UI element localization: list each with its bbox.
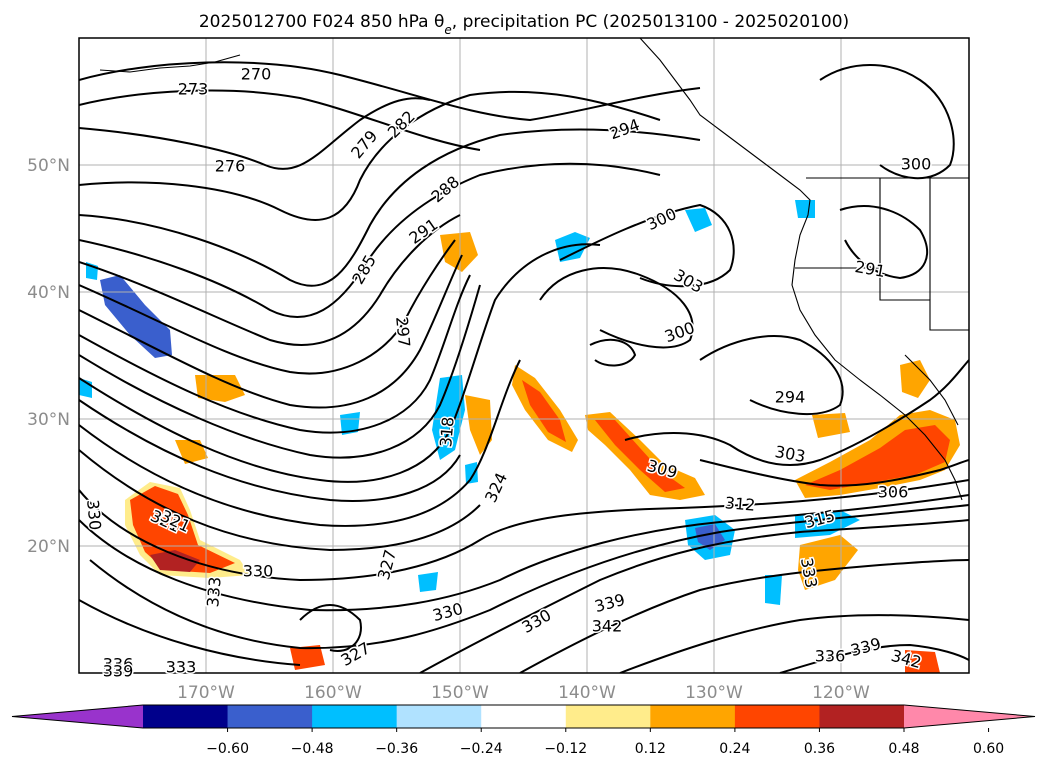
colorbar-tick-label: −0.48 <box>291 741 334 757</box>
lat-label-30n: 30°N <box>27 410 70 430</box>
shade-neg-2 <box>432 375 465 460</box>
shade-pos-2 <box>440 232 478 272</box>
colorbar-segment <box>565 705 651 728</box>
colorbar-tick-label: 0.24 <box>719 741 750 757</box>
colorbar-segment <box>227 705 313 728</box>
precip-shading <box>79 200 960 673</box>
contour-label: 333 <box>166 658 197 677</box>
contour-label: 318 <box>436 416 458 448</box>
shade-pos-1c <box>150 550 200 572</box>
colorbar-segment <box>312 705 398 728</box>
shade-pos-11 <box>290 645 325 670</box>
colorbar-extend-low <box>12 705 143 728</box>
contour-label: 270 <box>241 65 272 84</box>
colorbar-segment <box>396 705 482 728</box>
colorbar-segment <box>481 705 567 728</box>
contour-label: 339 <box>103 662 134 681</box>
shade-pos-8 <box>175 440 208 464</box>
contour-label: 342 <box>592 617 623 636</box>
contour-label: 306 <box>878 483 909 502</box>
contour-label: 312 <box>724 493 756 515</box>
shade-neg-9 <box>765 575 782 605</box>
colorbar-extend-high <box>904 705 1035 728</box>
colorbar-segment <box>819 705 905 728</box>
colorbar-tick-label: −0.36 <box>375 741 418 757</box>
colorbar-tick-label: −0.24 <box>460 741 503 757</box>
shade-neg-8 <box>418 572 438 592</box>
shade-neg-7 <box>340 412 360 435</box>
lat-axis-labels: 50°N 40°N 30°N 20°N <box>27 156 70 557</box>
lat-label-20n: 20°N <box>27 537 70 557</box>
contour-label: 300 <box>901 155 932 174</box>
gridlines <box>79 38 969 673</box>
colorbar-outline <box>11 704 1036 729</box>
colorbar-tick-label: 0.48 <box>888 741 919 757</box>
lon-label-130w: 130°W <box>685 683 743 703</box>
colorbar <box>11 704 1036 729</box>
shade-pos-7 <box>195 375 245 402</box>
shade-neg-11 <box>79 378 92 398</box>
shade-pos-6 <box>900 360 930 398</box>
contour-label: 330 <box>243 562 274 581</box>
shade-neg-10 <box>795 200 815 218</box>
contour-label: 294 <box>775 388 806 407</box>
lon-label-120w: 120°W <box>812 683 870 703</box>
colorbar-segment <box>143 705 229 728</box>
colorbar-tick-label: −0.12 <box>544 741 587 757</box>
contour-label: 297 <box>392 316 414 348</box>
lon-label-160w: 160°W <box>304 683 362 703</box>
shade-pos-10 <box>798 535 858 590</box>
lat-label-40n: 40°N <box>27 283 70 303</box>
shade-pos-12 <box>905 650 940 673</box>
theta-e-contours <box>79 61 969 673</box>
contour-label: 336 <box>815 647 846 666</box>
shade-neg-1 <box>100 275 172 358</box>
contour-label: 273 <box>178 80 209 99</box>
colorbar-tick-label: 0.60 <box>973 741 1004 757</box>
figure-title: 2025012700 F024 850 hPa θe, precipitatio… <box>199 12 849 37</box>
lon-label-150w: 150°W <box>431 683 489 703</box>
shade-neg-6 <box>685 208 712 232</box>
colorbar-tick-label: 0.12 <box>635 741 666 757</box>
contour-label: 336 <box>103 655 134 674</box>
shade-pos-3b <box>522 380 566 442</box>
colorbar-segment <box>650 705 736 728</box>
colorbar-ticks: −0.60 −0.48 −0.36 −0.24 −0.12 0.12 0.24 0.36 0.4… <box>206 728 1004 757</box>
contour-label: 276 <box>215 157 246 176</box>
shade-pos-4b <box>595 420 685 492</box>
lon-label-140w: 140°W <box>558 683 616 703</box>
lat-label-50n: 50°N <box>27 156 70 176</box>
contour-label: 333 <box>203 576 225 608</box>
contour-label: 330 <box>83 499 105 531</box>
shade-neg-3 <box>555 232 590 262</box>
shade-pos-1b <box>130 486 235 573</box>
shade-pos-13 <box>465 395 492 455</box>
lon-axis-labels: 170°W 160°W 150°W 140°W 130°W 120°W <box>177 683 870 703</box>
colorbar-segment <box>734 705 820 728</box>
map-panel <box>78 37 970 674</box>
colorbar-tick-label: 0.36 <box>804 741 835 757</box>
shade-neg-13 <box>465 462 478 484</box>
map-frame <box>78 37 970 674</box>
colorbar-tick-label: −0.60 <box>206 741 249 757</box>
lon-label-170w: 170°W <box>177 683 235 703</box>
